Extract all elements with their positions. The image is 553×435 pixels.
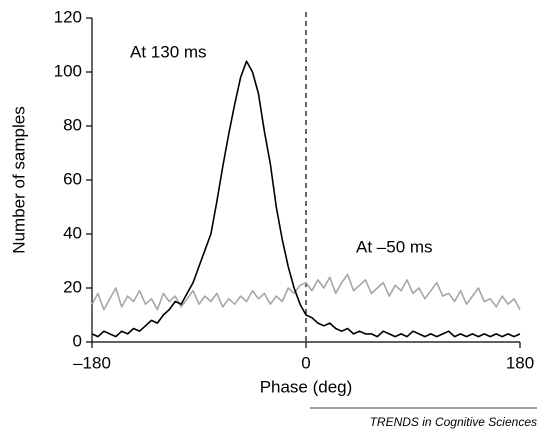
y-tick-label: 20 (63, 277, 82, 296)
footer: TRENDS in Cognitive Sciences (370, 415, 537, 429)
series-label: At 130 ms (130, 42, 207, 61)
series-label: At –50 ms (356, 237, 433, 256)
y-tick-label: 120 (54, 7, 82, 26)
y-tick-label: 80 (63, 115, 82, 134)
x-tick-label: 0 (301, 353, 310, 372)
x-tick-label: –180 (73, 353, 111, 372)
y-tick-label: 40 (63, 223, 82, 242)
x-tick-label: 180 (506, 353, 534, 372)
series-line (91, 60, 521, 338)
series-line (91, 273, 521, 311)
y-tick-label: 60 (63, 169, 82, 188)
x-axis-label: Phase (deg) (260, 377, 353, 396)
y-axis-label: Number of samples (9, 106, 28, 253)
y-tick-label: 100 (54, 61, 82, 80)
y-tick-label: 0 (73, 331, 82, 350)
